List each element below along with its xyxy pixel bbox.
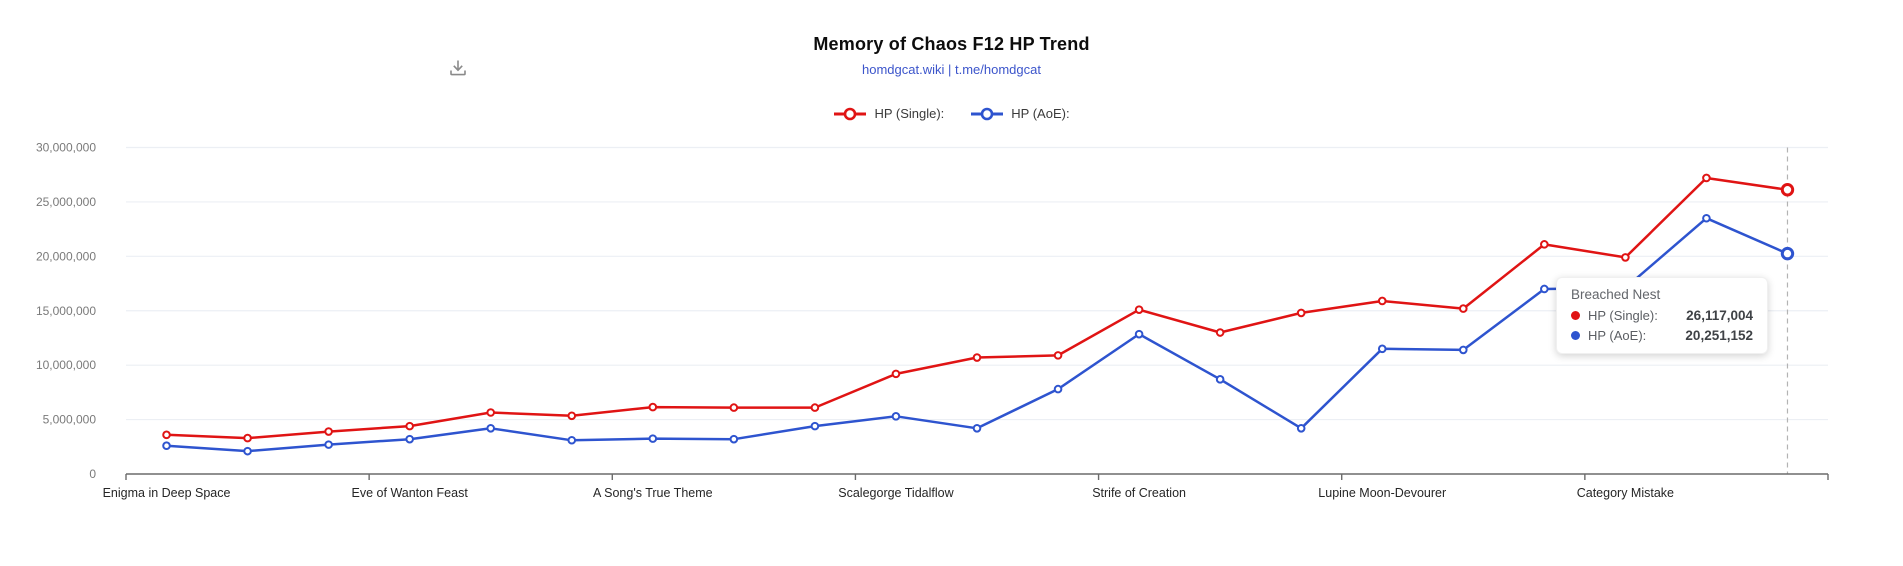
x-axis-label: Eve of Wanton Feast xyxy=(352,486,469,500)
chart-legend: HP (Single): HP (AoE): xyxy=(0,106,1903,121)
tooltip-title: Breached Nest xyxy=(1571,287,1661,302)
data-point-marker[interactable] xyxy=(1702,173,1711,183)
subtitle-link[interactable]: homdgcat.wiki | t.me/homdgcat xyxy=(862,62,1041,77)
tooltip-row-aoe: HP (AoE): 20,251,152 xyxy=(1571,328,1753,343)
hovered-data-point-marker[interactable] xyxy=(1780,183,1795,197)
data-point-marker[interactable] xyxy=(810,403,820,412)
data-point-marker[interactable] xyxy=(972,353,982,362)
download-chart-button[interactable] xyxy=(447,53,477,83)
data-point-marker[interactable] xyxy=(162,441,171,451)
legend-label: HP (Single): xyxy=(874,106,945,121)
data-point-marker[interactable] xyxy=(1458,345,1468,355)
chart-header: Memory of Chaos F12 HP Trend homdgcat.wi… xyxy=(0,34,1903,77)
data-point-marker[interactable] xyxy=(1296,308,1306,318)
data-point-marker[interactable] xyxy=(1458,304,1468,313)
x-axis-label: Lupine Moon-Devourer xyxy=(1318,486,1446,500)
data-point-marker[interactable] xyxy=(972,423,982,433)
chart-tooltip: Breached Nest HP (Single): 26,117,004 HP… xyxy=(1556,277,1768,354)
data-point-marker[interactable] xyxy=(1377,296,1387,306)
tooltip-value: 26,117,004 xyxy=(1686,308,1753,323)
x-axis-label: Enigma in Deep Space xyxy=(103,486,231,500)
data-point-marker[interactable] xyxy=(243,433,252,443)
data-point-marker[interactable] xyxy=(1377,344,1387,354)
data-point-marker[interactable] xyxy=(405,434,414,444)
tooltip-value: 20,251,152 xyxy=(1685,328,1753,343)
blue-dot-icon xyxy=(1571,331,1580,340)
line-marker-icon xyxy=(971,107,1004,120)
data-point-marker[interactable] xyxy=(1053,384,1063,394)
legend-item-hp-single[interactable]: HP (Single): xyxy=(833,106,944,121)
data-point-marker[interactable] xyxy=(648,402,658,412)
data-point-marker[interactable] xyxy=(1134,305,1144,314)
data-point-marker[interactable] xyxy=(486,408,496,417)
series-line xyxy=(165,216,1789,453)
data-point-marker[interactable] xyxy=(1540,240,1549,249)
series-line xyxy=(165,176,1789,440)
data-point-marker[interactable] xyxy=(243,446,252,456)
data-point-marker[interactable] xyxy=(1540,284,1549,294)
data-point-marker[interactable] xyxy=(1215,375,1225,384)
data-point-marker[interactable] xyxy=(648,434,658,443)
data-point-marker[interactable] xyxy=(405,421,414,431)
tooltip-row-single: HP (Single): 26,117,004 xyxy=(1571,308,1753,323)
data-point-marker[interactable] xyxy=(891,412,901,421)
data-point-marker[interactable] xyxy=(324,440,333,449)
data-point-marker[interactable] xyxy=(1215,328,1225,337)
data-point-marker[interactable] xyxy=(324,427,333,436)
data-point-marker[interactable] xyxy=(891,369,901,379)
data-point-marker[interactable] xyxy=(729,434,739,444)
download-icon xyxy=(450,60,466,76)
y-axis-label: 30,000,000 xyxy=(36,141,96,155)
chart-title: Memory of Chaos F12 HP Trend xyxy=(813,34,1090,54)
data-point-marker[interactable] xyxy=(1053,351,1063,360)
data-point-marker[interactable] xyxy=(729,403,739,412)
x-axis-label: Scalegorge Tidalflow xyxy=(838,486,954,500)
data-point-marker[interactable] xyxy=(1296,423,1306,433)
data-point-marker[interactable] xyxy=(567,411,577,421)
y-axis-label: 10,000,000 xyxy=(36,358,96,372)
y-axis-label: 25,000,000 xyxy=(36,195,96,209)
y-axis-label: 0 xyxy=(89,467,96,481)
x-axis-label: Strife of Creation xyxy=(1092,486,1186,500)
data-point-marker[interactable] xyxy=(810,421,820,431)
data-point-marker[interactable] xyxy=(486,423,496,433)
legend-label: HP (AoE): xyxy=(1011,106,1070,121)
y-axis-label: 15,000,000 xyxy=(36,304,96,318)
tooltip-label: HP (AoE): xyxy=(1588,328,1647,343)
y-axis-label: 20,000,000 xyxy=(36,249,96,263)
data-point-marker[interactable] xyxy=(1134,329,1144,339)
tooltip-label: HP (Single): xyxy=(1588,308,1658,323)
red-dot-icon xyxy=(1571,311,1580,320)
legend-item-hp-aoe[interactable]: HP (AoE): xyxy=(970,106,1070,121)
data-point-marker[interactable] xyxy=(567,435,577,445)
y-axis-label: 5,000,000 xyxy=(43,413,97,427)
line-marker-icon xyxy=(834,107,867,120)
x-axis-label: Category Mistake xyxy=(1577,486,1674,500)
x-axis-label: A Song's True Theme xyxy=(593,486,713,500)
data-point-marker[interactable] xyxy=(1621,253,1630,262)
data-point-marker[interactable] xyxy=(162,430,171,440)
data-point-marker[interactable] xyxy=(1702,213,1711,223)
hovered-data-point-marker[interactable] xyxy=(1780,246,1795,261)
